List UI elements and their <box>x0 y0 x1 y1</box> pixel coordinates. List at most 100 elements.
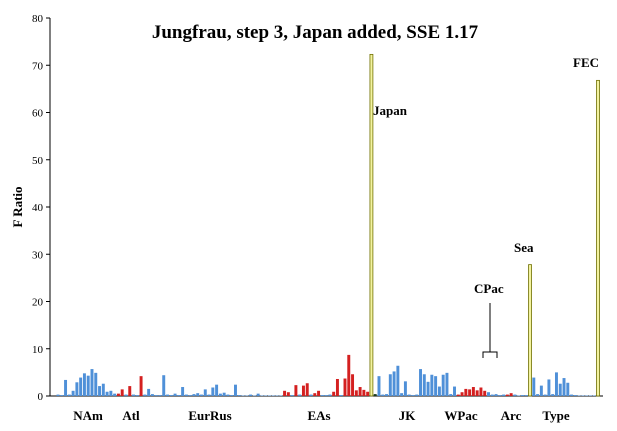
bar-blue <box>388 374 392 396</box>
y-tick-label: 0 <box>38 391 44 403</box>
bar-blue <box>56 394 60 396</box>
bar-red <box>479 387 483 396</box>
bar-blue <box>392 371 396 396</box>
bar-blue <box>105 391 109 396</box>
y-tick-label: 40 <box>32 202 44 214</box>
bar-blue <box>188 395 192 396</box>
bar-blue <box>230 395 234 396</box>
bar-red <box>139 376 143 396</box>
bar-blue <box>79 377 83 396</box>
bar-blue <box>64 379 68 396</box>
bar-blue <box>67 394 71 396</box>
bar-red <box>468 389 472 396</box>
bar-blue <box>498 395 502 396</box>
group-label-type: Type <box>542 408 569 423</box>
bar-blue <box>256 393 260 396</box>
bar-red <box>471 387 475 396</box>
bar-blue <box>434 376 438 396</box>
y-tick-label: 60 <box>32 108 44 120</box>
group-label-eurrus: EurRus <box>188 408 231 423</box>
annotations: Japan Sea CPac FEC <box>373 55 599 358</box>
y-tick-label: 10 <box>32 344 44 356</box>
bar-blue <box>192 394 196 396</box>
bar-red <box>475 390 479 396</box>
bar-blue <box>554 372 558 397</box>
group-label-wpac: WPac <box>444 408 477 423</box>
bar-blue <box>222 392 226 396</box>
bar-blue <box>377 376 381 396</box>
bar-blue <box>147 388 151 396</box>
bar-blue <box>320 395 324 396</box>
bar-blue <box>415 394 419 396</box>
bar-red <box>332 391 336 396</box>
bar-blue <box>173 393 177 396</box>
bar-blue <box>264 395 268 397</box>
bar-red <box>343 378 347 396</box>
bar-blue <box>324 395 328 396</box>
bar-blue <box>328 394 332 396</box>
bar-red <box>301 385 305 396</box>
bar-red <box>286 392 290 396</box>
bar-blue <box>426 381 430 396</box>
bar-blue <box>536 394 540 396</box>
bar-blue <box>407 394 411 396</box>
bar-blue <box>547 379 551 396</box>
bar-blue <box>268 395 271 397</box>
bar-red <box>362 389 366 396</box>
bar-blue <box>82 373 86 396</box>
bar-blue <box>245 395 249 397</box>
bar-red <box>120 389 124 396</box>
bar-blue <box>154 395 158 396</box>
y-tick-label: 80 <box>32 13 44 25</box>
bar-blue <box>101 383 105 396</box>
bar-blue <box>298 394 302 396</box>
annotation-cpac: CPac <box>474 281 504 296</box>
bar-blue <box>196 393 200 396</box>
bar-red <box>116 393 120 396</box>
y-axis-label: F Ratio <box>10 186 25 227</box>
bar-blue <box>162 375 166 396</box>
bar-red <box>317 390 321 396</box>
group-label-jk: JK <box>399 408 417 423</box>
bar-blue <box>566 382 570 396</box>
bar-red <box>358 387 362 396</box>
bar-blue <box>403 381 407 396</box>
bar-blue <box>234 384 237 396</box>
group-label-atl: Atl <box>122 408 140 423</box>
bar-blue <box>585 395 589 397</box>
bar-blue <box>592 395 596 397</box>
bar-blue <box>490 394 494 396</box>
bar-red <box>366 391 370 396</box>
bar-red <box>509 393 513 396</box>
bar-blue <box>200 394 203 396</box>
bar-blue <box>487 392 490 396</box>
bar-blue <box>411 395 415 396</box>
bar-yellow <box>596 79 600 397</box>
bar-blue <box>422 374 426 396</box>
bar-red <box>283 390 287 396</box>
bar-red <box>460 392 464 396</box>
bar-blue <box>441 374 445 396</box>
bar-red <box>294 385 298 396</box>
bar-red <box>305 383 309 396</box>
bar-blue <box>184 394 188 396</box>
bar-blue <box>400 393 404 396</box>
bar-blue <box>166 394 169 396</box>
bar-red <box>313 393 317 396</box>
bar-red <box>505 394 509 396</box>
bar-blue <box>551 394 555 396</box>
bar-blue <box>60 395 64 396</box>
bar-blue <box>241 395 245 397</box>
bar-blue <box>90 369 94 396</box>
bar-blue <box>98 386 102 396</box>
bar-blue <box>252 395 256 397</box>
y-tick-label: 70 <box>32 60 44 72</box>
bar-blue <box>143 394 147 396</box>
bar-blue <box>396 365 400 396</box>
bar-blue <box>562 378 566 396</box>
y-tick-label: 20 <box>32 297 44 309</box>
bar-blue <box>177 395 181 396</box>
bar-red <box>351 374 355 396</box>
bar-blue <box>132 394 135 396</box>
